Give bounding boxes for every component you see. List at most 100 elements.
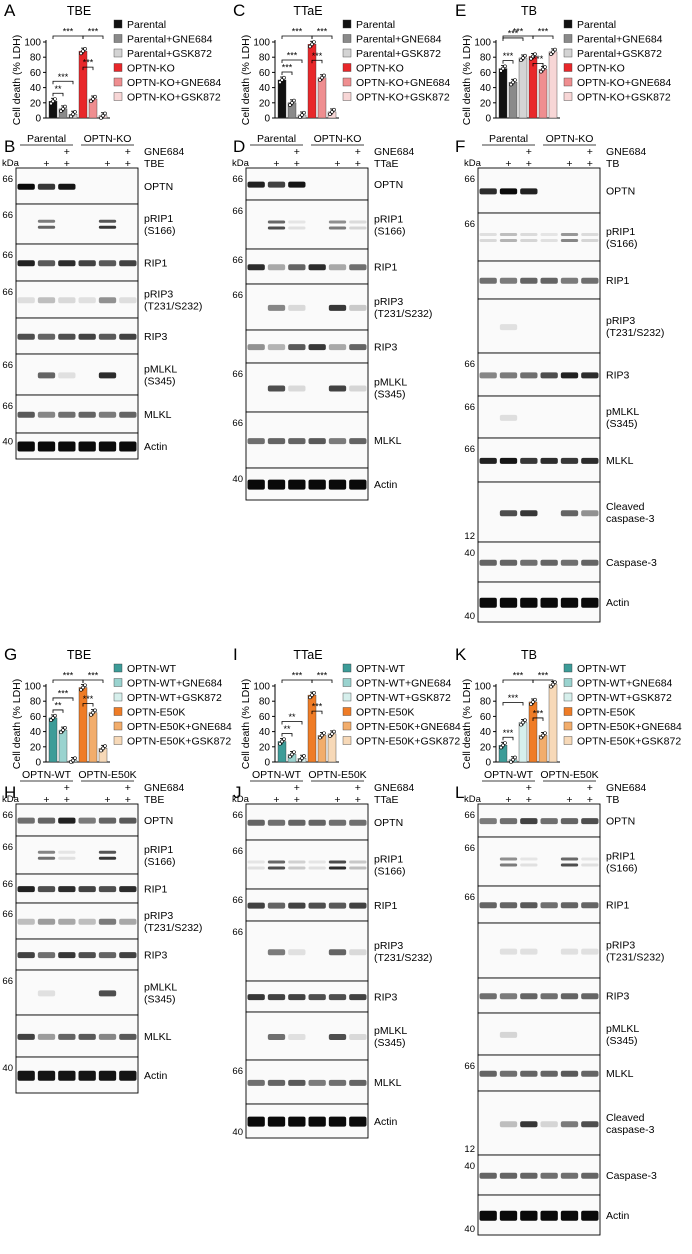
mw-marker: 66 — [464, 444, 475, 455]
band — [119, 260, 137, 267]
data-point — [330, 110, 334, 114]
data-point — [103, 111, 107, 116]
data-point — [509, 82, 513, 87]
blot-row: OPTN 66 — [464, 167, 635, 214]
band — [98, 333, 117, 340]
band — [560, 597, 579, 608]
legend-swatch — [113, 48, 123, 58]
blot-row: pMLKL (S345) 66 — [464, 395, 639, 439]
data-point — [63, 104, 67, 109]
band — [78, 297, 96, 304]
significance-bracket — [52, 92, 64, 97]
band — [17, 183, 35, 190]
band — [288, 994, 306, 1001]
blot-frame — [15, 353, 139, 396]
mw-marker: 66 — [464, 359, 475, 370]
y-tick-label: 20 — [480, 98, 492, 109]
legend-label: OPTN-E50K+GSK872 — [127, 736, 231, 748]
blot-row: OPTN 66 — [464, 803, 635, 838]
band — [499, 948, 518, 955]
band — [119, 411, 137, 418]
legend-label: OPTN-WT+GSK872 — [356, 692, 451, 704]
band — [520, 948, 538, 955]
data-point — [59, 109, 63, 113]
data-point — [312, 691, 316, 695]
data-point — [61, 728, 65, 732]
data-point — [501, 66, 505, 71]
bar — [48, 717, 58, 763]
band — [37, 856, 56, 860]
protein-label: OPTN — [606, 186, 635, 198]
blot-frame — [245, 980, 369, 1013]
y-tick-label: 40 — [30, 83, 42, 94]
data-point — [288, 754, 292, 759]
stim-label: TTaE — [374, 158, 399, 170]
band — [37, 952, 56, 959]
band — [349, 994, 367, 1001]
band — [520, 188, 538, 195]
significance-bracket — [281, 733, 293, 737]
significance-label: *** — [88, 671, 99, 681]
band — [267, 479, 286, 490]
protein-label: Actin — [144, 441, 168, 453]
stim-plus: + — [43, 794, 49, 806]
y-tick-label: 60 — [30, 68, 42, 79]
y-tick-label: 60 — [480, 68, 492, 79]
protein-label: OPTN — [606, 816, 635, 828]
significance-label: *** — [533, 708, 544, 718]
mw-marker: 40 — [2, 1063, 13, 1074]
y-tick-label: 0 — [485, 758, 491, 769]
band — [58, 886, 76, 893]
band — [98, 918, 117, 925]
legend-swatch — [113, 63, 123, 72]
mw-marker: 12 — [464, 531, 475, 542]
protein-label: pRIP3 (T231/S232) — [606, 940, 664, 964]
significance-label: *** — [88, 27, 99, 37]
band — [540, 559, 558, 566]
band — [17, 441, 35, 452]
band — [37, 990, 56, 997]
protein-label: RIP3 — [606, 991, 630, 1003]
blot-frame — [15, 280, 139, 319]
protein-label: pRIP3 (T231/S232) — [144, 289, 202, 313]
band — [349, 860, 367, 864]
band — [520, 372, 538, 379]
stim-plus: + — [566, 794, 572, 806]
y-tick-label: 0 — [264, 758, 270, 769]
band — [267, 226, 286, 230]
legend-label: OPTN-WT+GNE684 — [577, 678, 673, 690]
significance-label: *** — [58, 688, 69, 698]
band — [288, 1033, 306, 1040]
blot-row: pMLKL (S345) 66 — [2, 353, 177, 396]
significance-bracket — [532, 717, 544, 721]
blot-frame — [15, 243, 139, 282]
band — [581, 993, 599, 1000]
band — [349, 226, 367, 230]
legend-swatch — [113, 721, 123, 731]
band — [349, 902, 367, 909]
significance-bracket — [82, 679, 104, 683]
blot-row: MLKL — [15, 1014, 172, 1058]
band — [267, 819, 286, 826]
blot-frame — [477, 1054, 601, 1092]
y-tick-label: 0 — [485, 114, 491, 125]
legend-label: OPTN-WT — [127, 663, 177, 675]
blot-row: MLKL 66 — [232, 1059, 402, 1105]
significance-bracket — [311, 35, 333, 39]
significance-label: *** — [317, 671, 328, 681]
mw-marker: 66 — [2, 842, 13, 853]
band — [58, 441, 76, 452]
band — [78, 817, 96, 824]
band — [247, 479, 265, 490]
gne-plus: + — [355, 782, 361, 794]
band — [499, 857, 518, 861]
blot-row: MLKL 66 — [464, 1054, 634, 1092]
blot-frame — [245, 1103, 369, 1139]
bar — [508, 82, 518, 119]
protein-label: pRIP1 (S166) — [374, 214, 406, 238]
protein-label: pMLKL (S345) — [144, 364, 177, 388]
data-point — [551, 50, 555, 54]
protein-label: RIP3 — [144, 331, 168, 343]
blot-h: OPTN-WT OPTN-E50K+ ++ + + +GNE684TBEkDaOPTN66… — [2, 769, 202, 1094]
